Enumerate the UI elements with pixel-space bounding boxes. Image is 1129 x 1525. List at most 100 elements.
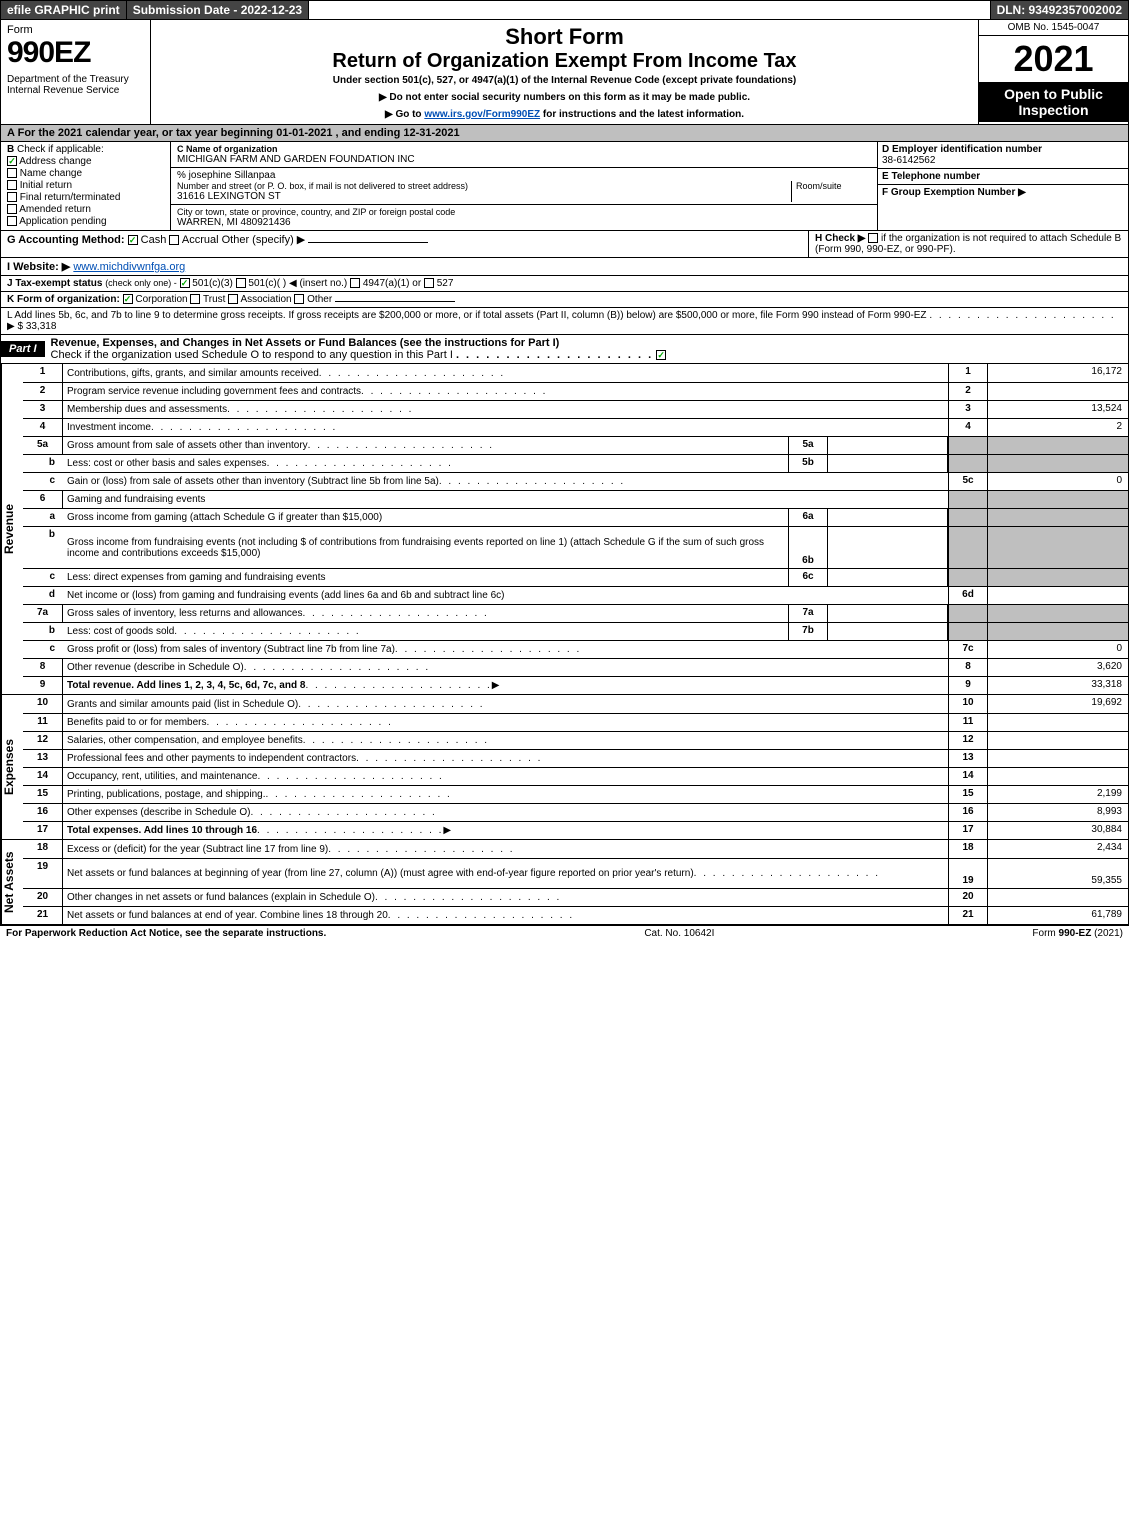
chk-501c3[interactable]: [180, 278, 190, 288]
r6c-n: c: [23, 569, 63, 586]
top-bar: efile GRAPHIC print Submission Date - 20…: [0, 0, 1129, 20]
r7b-mn: 7b: [788, 623, 828, 640]
r7a-rn: [948, 605, 988, 622]
chk-assoc[interactable]: [228, 294, 238, 304]
r7b-n: b: [23, 623, 63, 640]
r5a-rn: [948, 437, 988, 454]
r5b-n: b: [23, 455, 63, 472]
r21-t: Net assets or fund balances at end of ye…: [67, 910, 388, 921]
c-street-lbl: Number and street (or P. O. box, if mail…: [177, 181, 791, 191]
chk-corp[interactable]: [123, 294, 133, 304]
i-website[interactable]: www.michdivwnfga.org: [73, 261, 185, 273]
b-final: Final return/terminated: [20, 192, 121, 203]
chk-amended-return[interactable]: [7, 204, 17, 214]
j-o1: 501(c)(3): [192, 278, 233, 289]
j-o4: 527: [437, 278, 454, 289]
r14-n: 14: [23, 768, 63, 785]
c-name-lbl: C Name of organization: [177, 144, 871, 154]
chk-other[interactable]: [294, 294, 304, 304]
r5b-mn: 5b: [788, 455, 828, 472]
r15-rn: 15: [948, 786, 988, 803]
r5b-v: [988, 455, 1128, 472]
r19-t: Net assets or fund balances at beginning…: [67, 868, 694, 879]
footer-right: Form 990-EZ (2021): [1032, 928, 1123, 939]
r6-n: 6: [23, 491, 63, 508]
r1-t: Contributions, gifts, grants, and simila…: [67, 368, 319, 379]
chk-address-change[interactable]: [7, 156, 17, 166]
chk-application-pending[interactable]: [7, 216, 17, 226]
chk-501c[interactable]: [236, 278, 246, 288]
line-a-text: For the 2021 calendar year, or tax year …: [18, 127, 460, 139]
k-assoc: Association: [240, 294, 291, 305]
r13-n: 13: [23, 750, 63, 767]
r5b-rn: [948, 455, 988, 472]
r7c-t: Gross profit or (loss) from sales of inv…: [67, 644, 395, 655]
j-note: (check only one) -: [105, 278, 177, 288]
r6b-mn: 6b: [788, 527, 828, 568]
r14-t: Occupancy, rent, utilities, and maintena…: [67, 771, 257, 782]
r5a-mv: [828, 437, 948, 454]
expenses-table: Expenses 10 Grants and similar amounts pa…: [0, 695, 1129, 840]
d-lbl: D Employer identification number: [882, 144, 1042, 155]
no-ssn-note: ▶ Do not enter social security numbers o…: [157, 92, 972, 103]
r2-v: [988, 383, 1128, 400]
tax-year: 2021: [979, 36, 1128, 82]
j-o2: 501(c)( ) ◀ (insert no.): [248, 278, 347, 289]
chk-trust[interactable]: [190, 294, 200, 304]
b-amend: Amended return: [19, 204, 91, 215]
r6-v: [988, 491, 1128, 508]
r11-t: Benefits paid to or for members: [67, 717, 207, 728]
r5b-mv: [828, 455, 948, 472]
r20-rn: 20: [948, 889, 988, 906]
chk-final-return[interactable]: [7, 192, 17, 202]
r10-t: Grants and similar amounts paid (list in…: [67, 699, 298, 710]
part1-title: Revenue, Expenses, and Changes in Net As…: [51, 337, 560, 349]
r18-t: Excess or (deficit) for the year (Subtra…: [67, 844, 328, 855]
r12-t: Salaries, other compensation, and employ…: [67, 735, 303, 746]
c-street: 31616 LEXINGTON ST: [177, 191, 791, 202]
submission-date: Submission Date - 2022-12-23: [127, 1, 309, 19]
r6b-n: b: [23, 527, 63, 568]
r1-rn: 1: [948, 364, 988, 382]
chk-h[interactable]: [868, 233, 878, 243]
netassets-label: Net Assets: [1, 840, 23, 924]
expenses-label: Expenses: [1, 695, 23, 839]
r6a-mv: [828, 509, 948, 526]
r6d-v: [988, 587, 1128, 604]
line-i: I Website: ▶ www.michdivwnfga.org: [0, 258, 1129, 276]
r17-rn: 17: [948, 822, 988, 839]
chk-name-change[interactable]: [7, 168, 17, 178]
r12-v: [988, 732, 1128, 749]
r10-rn: 10: [948, 695, 988, 713]
r19-rn: 19: [948, 859, 988, 888]
r5b-t: Less: cost or other basis and sales expe…: [67, 458, 267, 469]
k-other: Other: [307, 294, 332, 305]
chk-cash[interactable]: [128, 235, 138, 245]
c-care: % josephine Sillanpaa: [177, 170, 871, 181]
chk-part1-scho[interactable]: [656, 350, 666, 360]
i-lbl: I Website: ▶: [7, 261, 70, 273]
r9-n: 9: [23, 677, 63, 694]
b-addr: Address change: [19, 156, 91, 167]
goto-link[interactable]: www.irs.gov/Form990EZ: [424, 109, 540, 120]
block-bcdef: B Check if applicable: Address change Na…: [0, 142, 1129, 231]
chk-4947[interactable]: [350, 278, 360, 288]
form-right-block: OMB No. 1545-0047 2021 Open to Public In…: [978, 20, 1128, 124]
r7a-mn: 7a: [788, 605, 828, 622]
r2-rn: 2: [948, 383, 988, 400]
chk-527[interactable]: [424, 278, 434, 288]
r19-n: 19: [23, 859, 63, 888]
r12-n: 12: [23, 732, 63, 749]
b-app: Application pending: [19, 216, 106, 227]
r17-t: Total expenses. Add lines 10 through 16: [67, 825, 257, 836]
chk-initial-return[interactable]: [7, 180, 17, 190]
r11-rn: 11: [948, 714, 988, 731]
goto-line: ▶ Go to www.irs.gov/Form990EZ for instru…: [157, 109, 972, 120]
part1-header: Part I Revenue, Expenses, and Changes in…: [0, 335, 1129, 364]
r18-v: 2,434: [988, 840, 1128, 858]
b-init: Initial return: [20, 180, 72, 191]
l-txt: L Add lines 5b, 6c, and 7b to line 9 to …: [7, 310, 927, 321]
r14-v: [988, 768, 1128, 785]
line-j: J Tax-exempt status (check only one) - 5…: [0, 276, 1129, 292]
chk-accrual[interactable]: [169, 235, 179, 245]
